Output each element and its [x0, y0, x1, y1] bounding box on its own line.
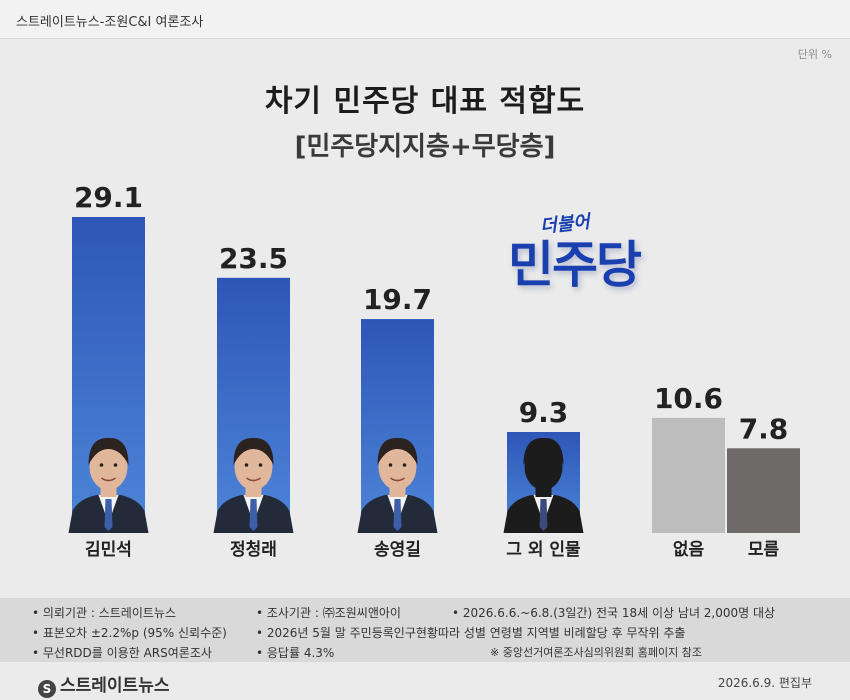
survey-info: • 의뢰기관 : 스트레이트뉴스 • 조사기관 : ㈜조원씨앤아이 • 2026…	[0, 598, 850, 662]
bar-5	[652, 417, 725, 533]
category-label: 모름	[748, 540, 780, 560]
footer-agency: • 조사기관 : ㈜조원씨앤아이	[256, 606, 401, 620]
footer-period: • 2026.6.6.~6.8.(3일간) 전국 18세 이상 남녀 2,000…	[452, 606, 776, 620]
silhouette-icon	[503, 437, 584, 533]
category-label: 김민석	[85, 540, 132, 560]
top-bar: 스트레이트뉴스-조원C&I 여론조사	[0, 0, 850, 39]
brand-icon: S	[38, 680, 56, 698]
person-photo	[213, 437, 294, 533]
footer-client: • 의뢰기관 : 스트레이트뉴스	[32, 606, 177, 620]
chart-title: 차기 민주당 대표 적합도	[264, 84, 586, 119]
source-label: 스트레이트뉴스-조원C&I 여론조사	[16, 15, 204, 30]
category-label: 정청래	[230, 539, 277, 560]
footer-margin: • 표본오차 ±2.2%p (95% 신뢰수준)	[32, 626, 227, 640]
category-label: 없음	[673, 540, 705, 560]
footer-note: ※ 중앙선거여론조사심의위원회 홈페이지 참조	[490, 646, 702, 659]
category-label: 송영길	[374, 540, 421, 560]
bar-value-label: 19.7	[363, 283, 432, 316]
brand-name: 스트레이트뉴스	[60, 676, 170, 696]
unit-label: 단위 %	[797, 48, 832, 61]
bar-chart: 29.1 김민석 23.5 정청래 19.7 송영길 9.3 그 외 인물 10.6 없음 7.8 모…	[68, 181, 800, 560]
category-label: 그 외 인물	[506, 540, 581, 560]
footer-sampling: • 2026년 5월 말 주민등록인구현황따라 성별 연령별 지역별 비례할당 …	[256, 626, 686, 640]
bar-value-label: 9.3	[519, 396, 569, 429]
footer-method: • 무선RDD를 이용한 ARS여론조사	[32, 646, 212, 660]
bar-6	[727, 448, 800, 533]
party-logo: 민주당	[508, 236, 642, 294]
bar-value-label: 23.5	[219, 242, 288, 275]
bar-value-label: 7.8	[739, 412, 789, 445]
person-photo	[357, 437, 438, 533]
person-photo	[68, 437, 149, 533]
bar-value-label: 10.6	[654, 382, 723, 415]
footer-response: • 응답률 4.3%	[256, 646, 335, 660]
bottom-bar: S 스트레이트뉴스 2026.6.9. 편집부	[0, 662, 850, 700]
bar-value-label: 29.1	[74, 181, 143, 214]
publish-date: 2026.6.9. 편집부	[717, 676, 812, 690]
chart-subtitle: [민주당지지층+무당층]	[294, 132, 556, 162]
brand-logo: S 스트레이트뉴스	[38, 671, 169, 698]
